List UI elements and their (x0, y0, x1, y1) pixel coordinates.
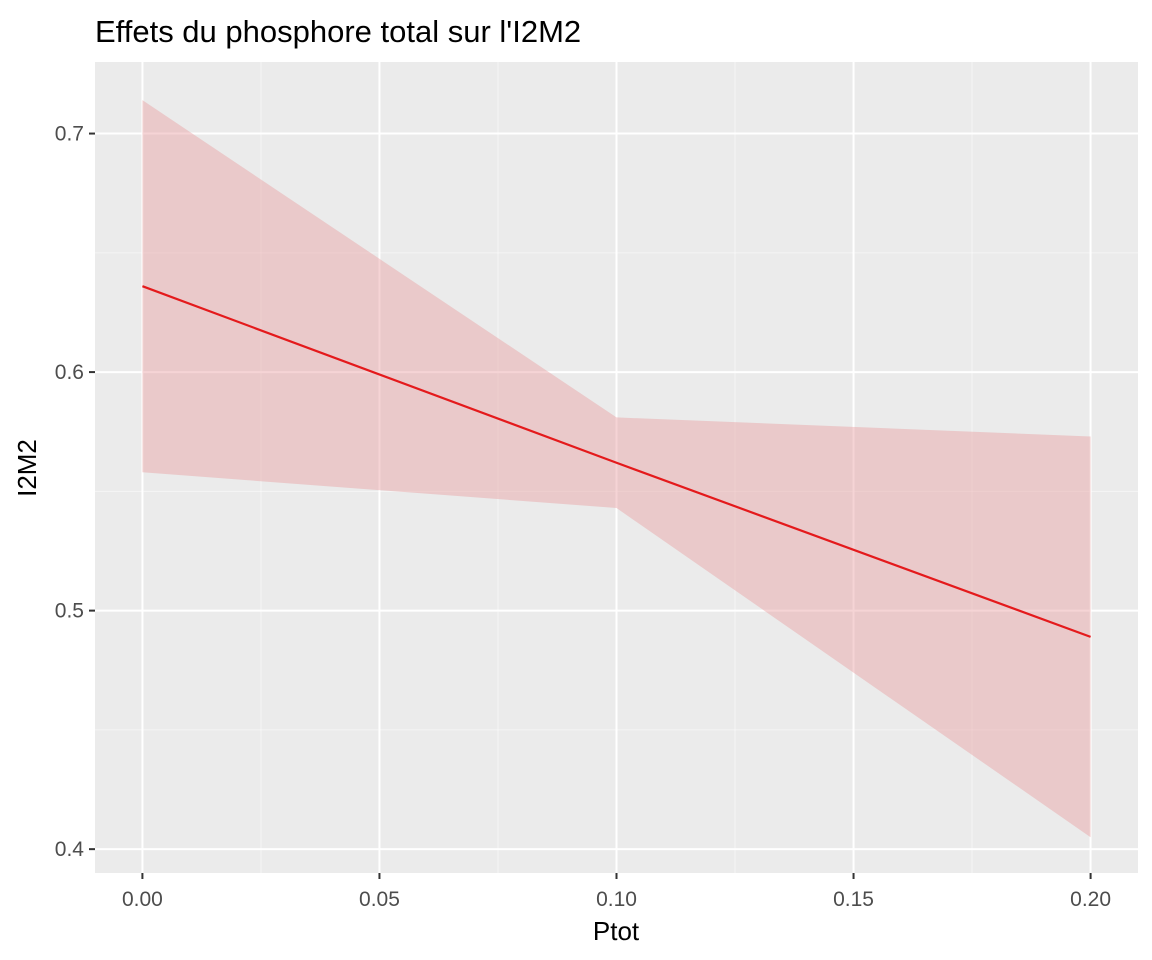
y-tick-label-3: 0.7 (55, 123, 84, 146)
confidence-band-layer (142, 100, 1091, 838)
y-tick-label-1: 0.5 (55, 600, 84, 623)
major-grid (95, 62, 1138, 873)
y-tick-label-2: 0.6 (55, 361, 84, 384)
x-axis: 0.00 0.05 0.10 0.15 0.20 (122, 873, 1111, 911)
x-tick-label-3: 0.15 (833, 888, 874, 911)
x-axis-title: Ptot (593, 916, 640, 946)
line-layer (142, 285, 1091, 638)
chart-title: Effets du phosphore total sur l'I2M2 (95, 14, 581, 49)
confidence-band-0 (142, 100, 1091, 838)
x-tick-label-1: 0.05 (359, 888, 400, 911)
y-axis-title: I2M2 (12, 439, 42, 497)
y-axis: 0.4 0.5 0.6 0.7 (55, 123, 95, 861)
x-tick-label-0: 0.00 (122, 888, 163, 911)
x-tick-label-2: 0.10 (596, 888, 637, 911)
y-tick-label-0: 0.4 (55, 838, 85, 861)
fit-line-0 (142, 285, 1091, 638)
x-tick-label-4: 0.20 (1070, 888, 1111, 911)
